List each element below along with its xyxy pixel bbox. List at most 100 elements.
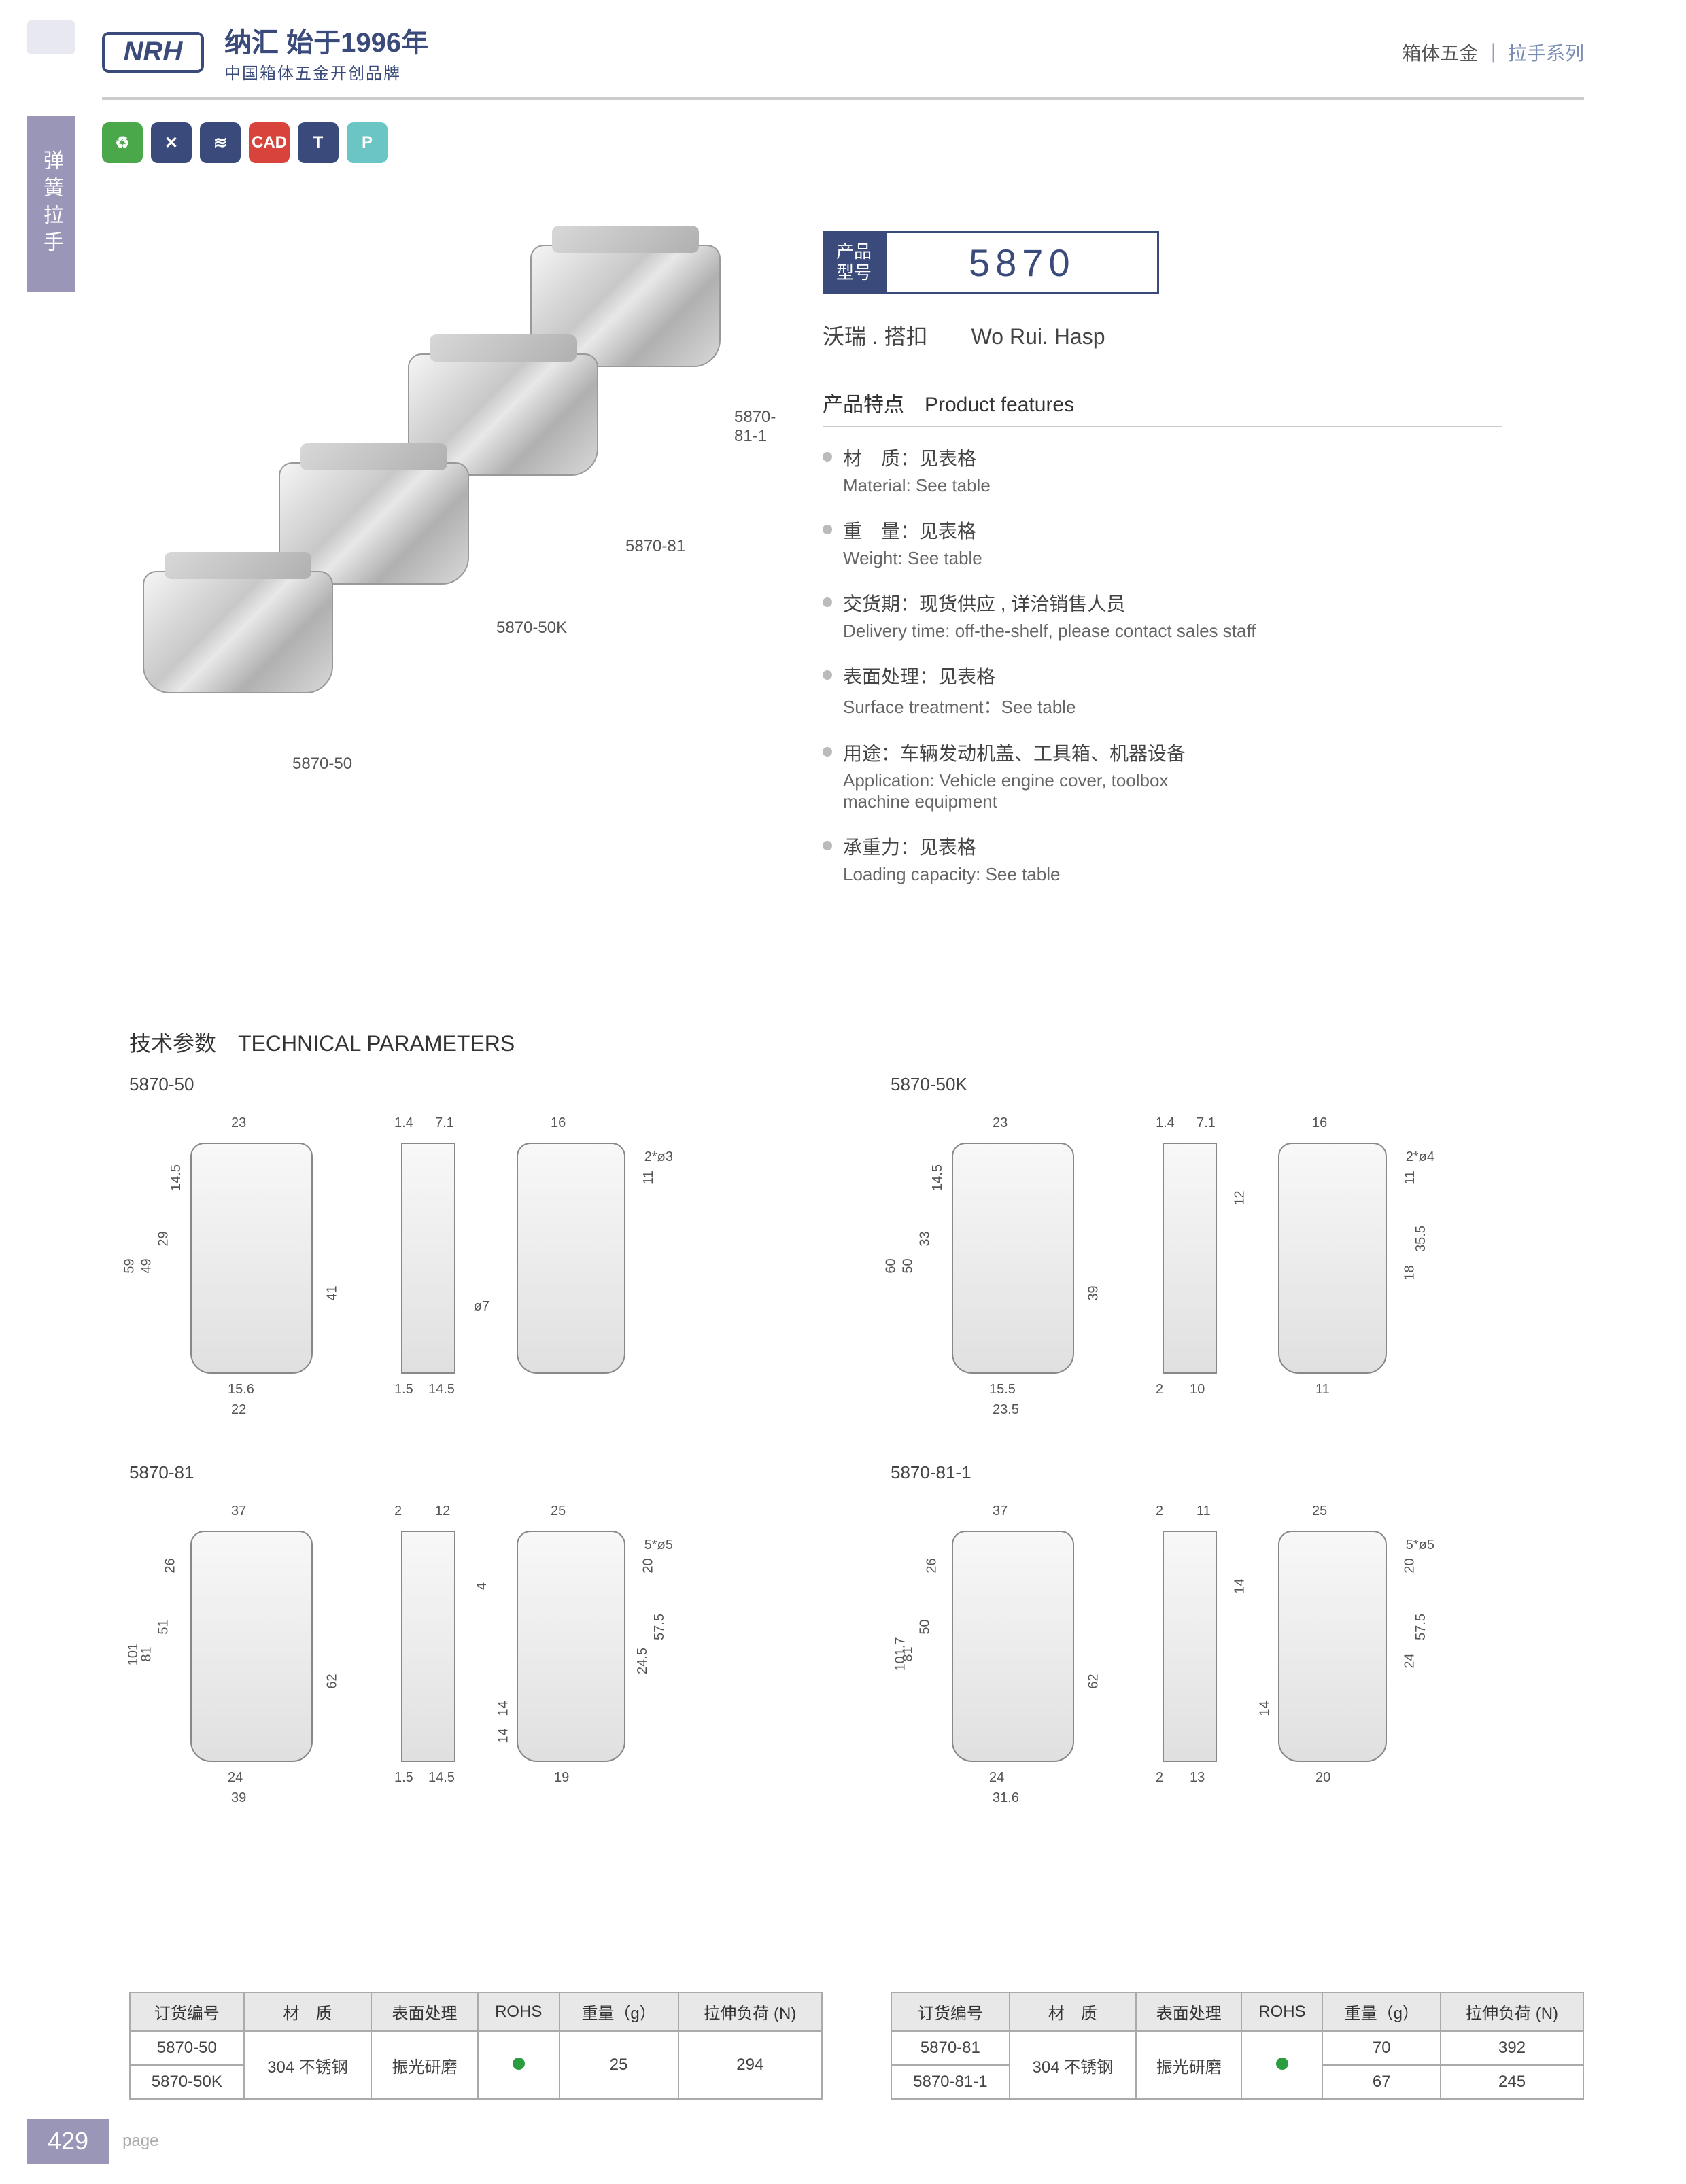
page-footer: 429 page (27, 2119, 158, 2164)
diagram-views: 2314.53350603915.523.51.47.121012162*ø41… (891, 1109, 1584, 1421)
feature-cn: 承重力：见表格 (843, 833, 1502, 860)
brand-line2: 中国箱体五金开创品牌 (224, 60, 428, 84)
dimension: 29 (156, 1231, 172, 1246)
dimension: 14.5 (428, 1382, 455, 1398)
feature-chip-1: ✕ (151, 122, 192, 163)
dimension: 14 (496, 1728, 512, 1743)
brand-text: 纳汇 始于1996年 中国箱体五金开创品牌 (224, 20, 428, 84)
cell-rohs (1241, 2031, 1322, 2099)
dimension: 20 (1315, 1770, 1330, 1786)
dimension: 1.4 (394, 1115, 413, 1131)
page-number: 429 (27, 2119, 109, 2164)
dimension: 7.1 (1197, 1115, 1216, 1131)
product-name: 沃瑞 . 搭扣 Wo Rui. Hasp (823, 319, 1105, 351)
dimension: 2 (394, 1504, 402, 1519)
dimension: 12 (435, 1504, 450, 1519)
feature-chip-0: ♻ (102, 122, 143, 163)
diagrams: 5870-502314.52949594115.6221.47.11.514.5… (129, 1074, 1584, 1809)
table-header: 表面处理 (1136, 1992, 1241, 2031)
cell-weight: 67 (1322, 2065, 1441, 2099)
feature-cn: 用途：车辆发动机盖、工具箱、机器设备 (843, 739, 1502, 766)
dimension: 37 (993, 1504, 1008, 1519)
diagram-label: 5870-50K (891, 1074, 1584, 1095)
feature-cn: 材 质：见表格 (843, 444, 1502, 471)
dimension: 2 (1156, 1382, 1163, 1398)
dimension: 51 (156, 1619, 172, 1634)
dimension: 50 (901, 1258, 916, 1273)
brand-area: NRH 纳汇 始于1996年 中国箱体五金开创品牌 (102, 20, 428, 84)
feature-cn: 交货期：现货供应 , 详洽销售人员 (843, 589, 1502, 617)
dimension: 1.4 (1156, 1115, 1175, 1131)
diagram-5870-50: 5870-502314.52949594115.6221.47.11.514.5… (129, 1074, 823, 1421)
dimension: 19 (554, 1770, 569, 1786)
cell-material: 304 不锈钢 (244, 2031, 372, 2099)
diagram-views: 372651811016224392121.514.54255*ø52024.5… (129, 1497, 823, 1809)
dimension: 15.6 (228, 1382, 254, 1398)
table-header: ROHS (1241, 1992, 1322, 2031)
feature-en: Material: See table (843, 475, 1502, 496)
diagram-label: 5870-50 (129, 1074, 823, 1095)
dimension: 24 (228, 1770, 243, 1786)
dimension: 11 (641, 1171, 657, 1185)
dimension: 1.5 (394, 1770, 413, 1786)
dimension: 2 (1156, 1770, 1163, 1786)
page-label: page (122, 2132, 158, 2151)
dimension: 14.5 (930, 1164, 946, 1191)
dimension: 11 (1315, 1382, 1330, 1398)
cell-code: 5870-50K (130, 2065, 244, 2099)
dimension: 20 (640, 1558, 656, 1573)
dimension: 23.5 (993, 1402, 1019, 1418)
dimension: 41 (324, 1285, 340, 1300)
feature-item-0: 材 质：见表格 Material: See table (823, 444, 1502, 496)
cell-weight: 25 (560, 2031, 678, 2099)
table-header: 订货编号 (130, 1992, 244, 2031)
dimension: 57.5 (1413, 1614, 1429, 1640)
dimension: 14.5 (428, 1770, 455, 1786)
feature-en: Weight: See table (843, 548, 1502, 569)
dimension: 14 (1232, 1578, 1248, 1593)
side-tab: 弹簧拉手 (27, 116, 75, 292)
dimension: 31.6 (993, 1790, 1019, 1806)
dimension: 23 (231, 1115, 246, 1131)
feature-chip-4: T (298, 122, 339, 163)
cell-surface: 振光研磨 (371, 2031, 478, 2099)
table-row: 5870-81 304 不锈钢 振光研磨 70 392 (891, 2031, 1583, 2065)
dimension: 10 (1190, 1382, 1205, 1398)
dimension: 1.5 (394, 1382, 413, 1398)
table-header: 重量（g） (1322, 1992, 1441, 2031)
diagram-views: 2314.52949594115.6221.47.11.514.5ø7162*ø… (129, 1109, 823, 1421)
dimension: 25 (551, 1504, 566, 1519)
dimension: 14.5 (169, 1164, 184, 1191)
table-header: 订货编号 (891, 1992, 1010, 2031)
feature-item-3: 表面处理：见表格Surface treatment：See table (823, 662, 1502, 718)
cell-load: 392 (1441, 2031, 1583, 2065)
dimension: 57.5 (652, 1614, 668, 1640)
feature-cn: 重 量：见表格 (843, 517, 1502, 544)
spec-tables: 订货编号材 质表面处理ROHS重量（g）拉伸负荷 (N) 5870-50 304… (129, 1992, 1584, 2100)
cell-surface: 振光研磨 (1136, 2031, 1241, 2099)
dimension: ø7 (474, 1299, 489, 1315)
dimension: 101 (126, 1643, 141, 1665)
cell-weight: 70 (1322, 2031, 1441, 2065)
tech-title: 技术参数 TECHNICAL PARAMETERS (129, 1026, 515, 1058)
table-header: ROHS (478, 1992, 560, 2031)
dimension: 33 (918, 1231, 933, 1246)
feature-item-2: 交货期：现货供应 , 详洽销售人员Delivery time: off-the-… (823, 589, 1502, 642)
dimension: 22 (231, 1402, 246, 1418)
hasp-label-1: 5870-81-1 (734, 408, 782, 446)
table-row: 5870-50 304 不锈钢 振光研磨 25 294 (130, 2031, 822, 2065)
dimension: 39 (231, 1790, 246, 1806)
hasp-label-3: 5870-50K (496, 619, 567, 638)
table-header: 拉伸负荷 (N) (678, 1992, 822, 2031)
dimension: 37 (231, 1504, 246, 1519)
diagram-5870-81: 5870-81372651811016224392121.514.54255*ø… (129, 1462, 823, 1809)
dimension: 13 (1190, 1770, 1205, 1786)
feature-en: Application: Vehicle engine cover, toolb… (843, 770, 1502, 812)
dimension: 7.1 (435, 1115, 454, 1131)
dimension: 62 (324, 1674, 340, 1688)
feature-cn: 表面处理：见表格 (843, 662, 1502, 689)
cell-load: 245 (1441, 2065, 1583, 2099)
dimension: 11 (1403, 1171, 1418, 1185)
features: 产品特点 Product features 材 质：见表格Material: S… (823, 387, 1502, 905)
model-number: 5870 (885, 231, 1159, 294)
